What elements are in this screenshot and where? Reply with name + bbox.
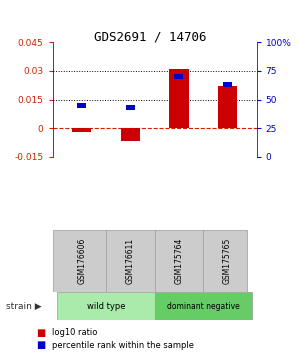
Text: dominant negative: dominant negative [167, 302, 239, 311]
Bar [126, 105, 135, 110]
Bar [174, 74, 183, 79]
Text: percentile rank within the sample: percentile rank within the sample [52, 341, 194, 350]
Text: strain ▶: strain ▶ [6, 302, 42, 311]
Text: GDS2691 / 14706: GDS2691 / 14706 [94, 30, 206, 43]
Bar [218, 86, 237, 128]
Text: GSM176606: GSM176606 [77, 238, 86, 284]
Bar [169, 69, 188, 128]
Text: ■: ■ [36, 340, 45, 350]
Text: GSM175764: GSM175764 [174, 238, 183, 284]
Bar [72, 128, 92, 132]
Bar [57, 292, 154, 320]
Text: wild type: wild type [87, 302, 125, 311]
Text: GSM176611: GSM176611 [126, 238, 135, 284]
Bar [154, 292, 252, 320]
Bar [77, 103, 86, 108]
Text: GSM175765: GSM175765 [223, 238, 232, 284]
Bar [121, 128, 140, 141]
Text: ■: ■ [36, 328, 45, 338]
Bar [223, 82, 232, 87]
Text: log10 ratio: log10 ratio [52, 328, 98, 337]
